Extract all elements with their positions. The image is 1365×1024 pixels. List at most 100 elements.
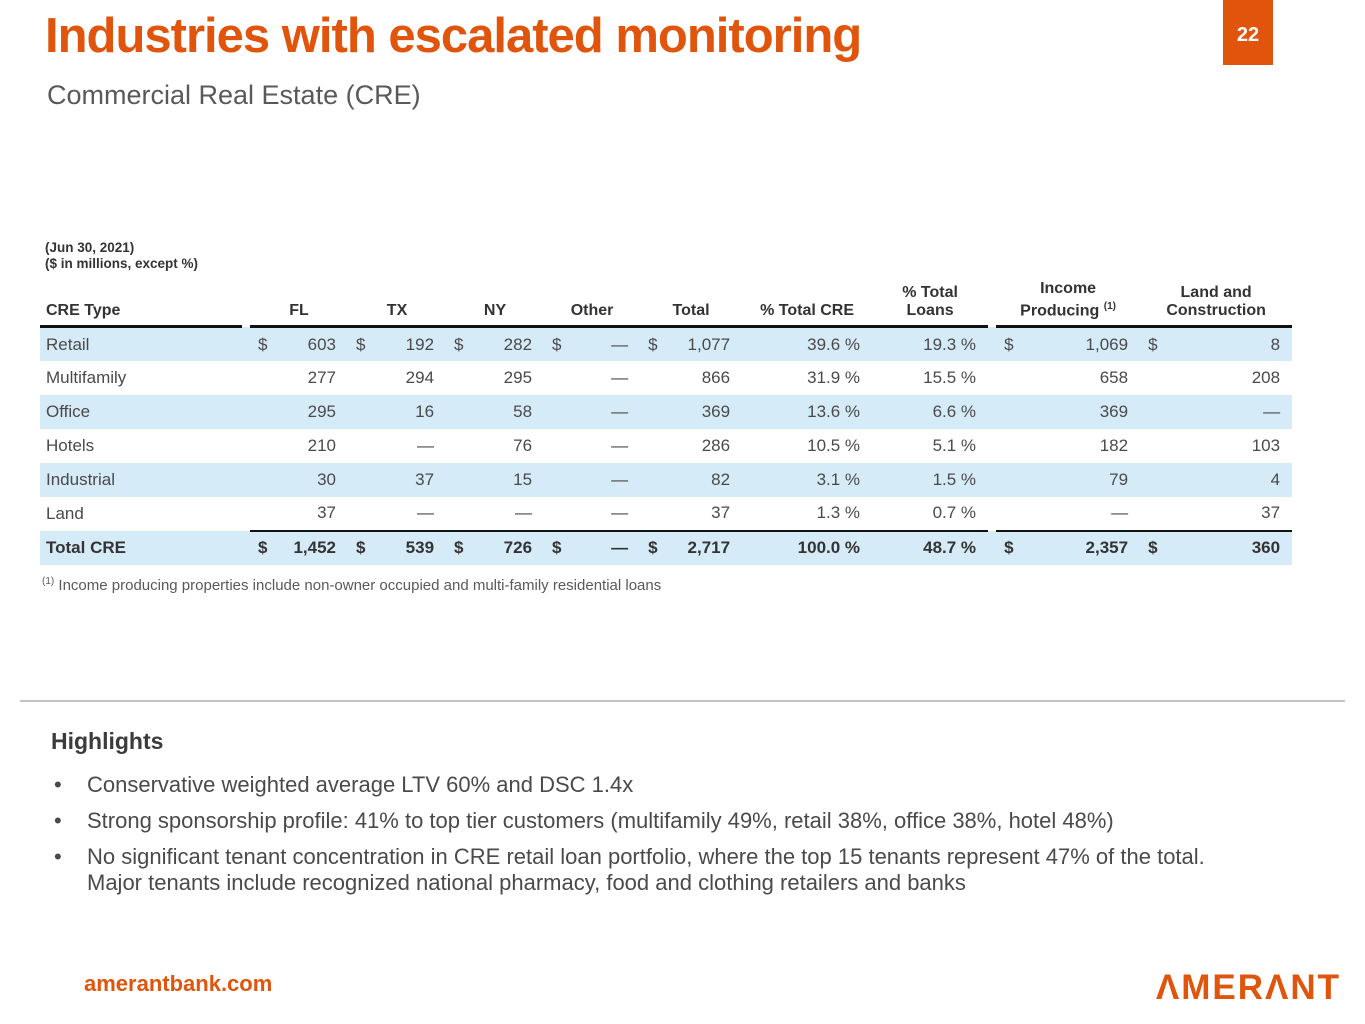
cell-other_d [544, 361, 568, 395]
cell-inc_d [996, 429, 1020, 463]
cell-other: — [568, 326, 641, 361]
cell-pct_cre: 10.5 % [807, 435, 861, 455]
cell-other: — [568, 394, 641, 429]
cell-spacer [988, 361, 996, 395]
cell-other_d [544, 462, 569, 497]
cell-spacer [988, 326, 997, 361]
cell-pct_cre: 1.3 % [742, 496, 873, 532]
cell-label: Hotels [46, 435, 95, 455]
cell-ny_d [446, 496, 471, 532]
header-spacer [242, 280, 250, 327]
cell-inc: 658 [1099, 367, 1129, 387]
cell-pct_cre: 3.1 % [742, 462, 873, 497]
cell-fl: 603 [274, 326, 349, 361]
cell-land_d [1140, 394, 1165, 429]
footer-website-link[interactable]: amerantbank.com [84, 971, 273, 996]
cell-inc_d [996, 361, 1020, 395]
cell-land: — [1164, 394, 1293, 429]
cell-fl: 277 [307, 367, 337, 387]
cell-total: 369 [664, 394, 743, 429]
cre-table-body: Retail $603 $192 $282 $ — $1,077 39.6 % 19.3 % $1… [40, 326, 1293, 565]
section-divider [20, 700, 1345, 702]
cell-spacer [242, 326, 250, 361]
cell-inc_d: $ [996, 530, 1021, 565]
cell-tx_d: $ [348, 326, 373, 361]
cell-ny: — [470, 496, 545, 532]
cell-total: 82 [664, 462, 743, 497]
table-total-row: Total CRE $1,452 $539 $726 $ — $2,717 100.0 % 48… [40, 530, 1293, 565]
cell-tx: — [417, 435, 435, 455]
cell-fl_d: $ [250, 530, 274, 565]
cell-total: 866 [701, 367, 731, 387]
cell-spacer [242, 530, 250, 565]
cell-pct_cre: 100.0 % [742, 530, 873, 565]
cell-other_d [544, 496, 569, 532]
table-row: Land 37— — —37 1.3 % 0.7 % —37 [40, 496, 1293, 532]
cell-land: 360 [1164, 530, 1293, 565]
cell-land_d: $ [1140, 530, 1165, 565]
cell-label: Office [40, 394, 242, 429]
cell-inc: 79 [1020, 462, 1141, 497]
cell-fl_d [250, 462, 274, 497]
col-land-line2: Construction [1166, 302, 1266, 320]
col-land-construction: Land and Construction [1140, 280, 1293, 329]
highlights-heading: Highlights [51, 728, 164, 754]
cell-tx_d [348, 394, 373, 429]
col-land-line1: Land and [1180, 284, 1252, 302]
cell-ny_d [446, 361, 470, 395]
cell-ny_d [446, 394, 471, 429]
cell-tx: 539 [372, 530, 447, 565]
cell-spacer [242, 361, 250, 395]
cell-pct_loans: 5.1 % [932, 435, 977, 455]
cell-label: Total CRE [40, 530, 242, 565]
cell-spacer [242, 462, 250, 497]
cell-total: 2,717 [664, 530, 743, 565]
col-income-producing: Income Producing (1) [996, 280, 1141, 329]
col-pct-total-loans-line2: Loans [906, 302, 954, 320]
highlight-bullet: No significant tenant concentration in C… [54, 844, 1337, 896]
cell-total_d [640, 361, 664, 395]
cell-tx_d [348, 462, 373, 497]
cell-tx_d [348, 496, 373, 532]
cell-pct_loans: 1.5 % [872, 462, 989, 497]
table-footnote: (1) Income producing properties include … [42, 576, 661, 594]
cell-ny_d [446, 429, 470, 463]
cell-label: Industrial [40, 462, 242, 497]
cell-fl: 295 [274, 394, 349, 429]
cell-land: 8 [1164, 326, 1293, 361]
cell-tx_d: $ [348, 530, 373, 565]
col-pct-total-loans: % Total Loans [872, 280, 989, 329]
cell-spacer [242, 429, 250, 463]
cell-tx: 294 [405, 367, 435, 387]
cell-fl_d: $ [250, 326, 274, 361]
cell-spacer [242, 497, 250, 531]
cell-total_d [640, 429, 664, 463]
cell-inc: — [1020, 496, 1141, 532]
header-spacer [988, 280, 996, 327]
table-row: Hotels 210 — 76 — 286 10.5 % 5.1 % 182 103 [40, 429, 1292, 463]
col-pct-total-cre: % Total CRE [742, 280, 873, 329]
cell-inc_d [996, 462, 1021, 497]
cell-land_d [1140, 462, 1165, 497]
amerant-logo: ΛMERΛNT [1155, 968, 1341, 1007]
page-title: Industries with escalated monitoring [45, 9, 862, 63]
col-total: Total [640, 280, 743, 329]
highlight-bullet: Strong sponsorship profile: 41% to top t… [54, 808, 1337, 834]
cell-total: 1,077 [664, 326, 743, 361]
cell-fl: 1,452 [274, 530, 349, 565]
col-income-line2: Producing [1020, 302, 1100, 320]
cell-tx: 37 [372, 462, 447, 497]
highlight-bullet: Conservative weighted average LTV 60% an… [54, 772, 1337, 798]
cre-table: CRE Type FL TX NY Other Total % Total CR… [40, 280, 1293, 565]
highlights-list: Conservative weighted average LTV 60% an… [54, 772, 1337, 906]
table-note-date: (Jun 30, 2021) [45, 240, 135, 255]
cell-inc_d [996, 496, 1021, 532]
cell-inc: 369 [1020, 394, 1141, 429]
cell-ny_d: $ [446, 326, 471, 361]
cell-other_d: $ [544, 326, 569, 361]
cell-pct_loans: 15.5 % [923, 367, 977, 387]
cell-other_d [544, 429, 568, 463]
cell-label: Retail [40, 326, 242, 361]
cell-fl_d [250, 429, 274, 463]
